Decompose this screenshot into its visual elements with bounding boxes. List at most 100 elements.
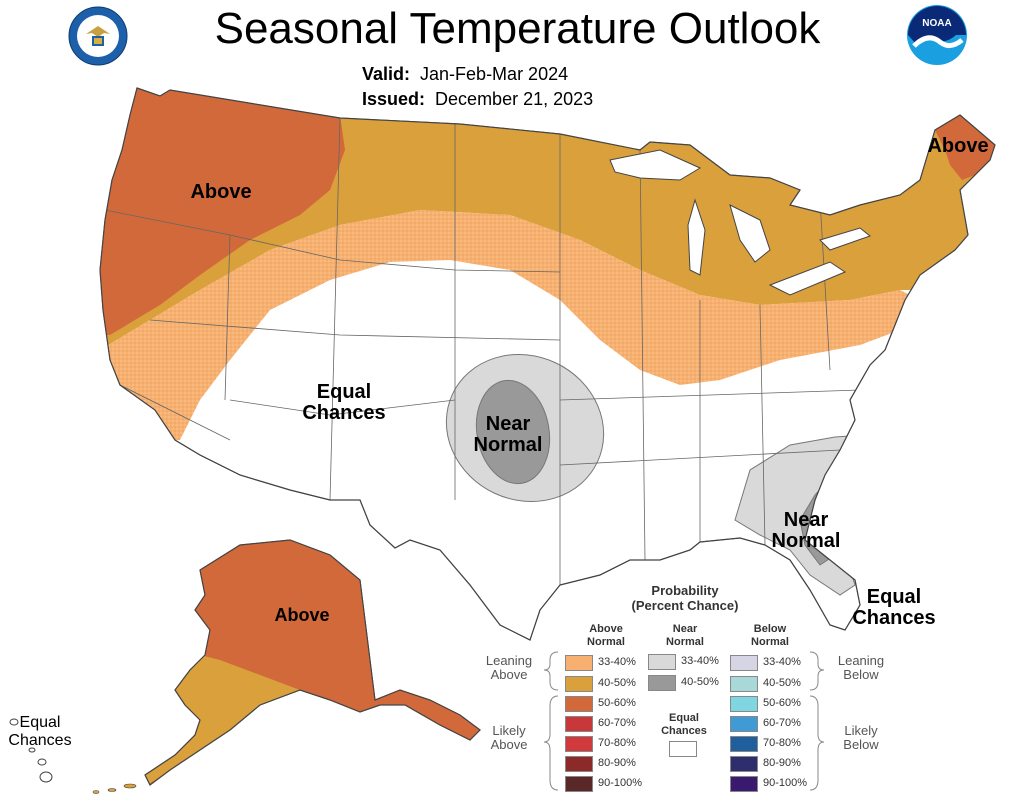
legend-title: Probability (Percent Chance) [590,583,780,614]
legend-likely-above-line1: Likely [492,723,526,738]
label-equal-chances-west-line2: Chances [302,402,386,424]
legend-swatch-near-40-50 [648,675,676,691]
great-lakes [609,149,872,296]
legend-likely-below: Likely Below [826,723,896,753]
valid-label: Valid: [362,64,411,84]
legend-above-40-50-label: 40-50% [598,677,636,689]
issued-label: Issued: [362,89,426,109]
legend-below-80-90-label: 80-90% [763,757,801,769]
label-equal-chances-florida-line1: Equal [866,586,922,608]
legend-swatch-below-50-60 [730,696,758,712]
legend-likely-above-line2: Above [490,737,528,753]
issued-line: Issued: December 21, 2023 [362,89,593,110]
legend-below-60-70-label: 60-70% [763,717,801,729]
valid-value: Jan-Feb-Mar 2024 [420,64,569,84]
legend-above-50-60-label: 50-60% [598,697,636,709]
label-equal-chances-hawaii-line2: Chances [8,731,72,749]
legend-swatch-below-90-100 [730,776,758,792]
near-normal-plains-40-50 [475,379,551,485]
legend-above-60-70-label: 60-70% [598,717,636,729]
legend-equal-chances: Equal Chances [652,712,716,737]
legend-below-40-50-label: 40-50% [763,677,801,689]
commerce-seal-icon [68,6,128,66]
legend-likely-below-line2: Below [843,737,879,753]
issued-value: December 21, 2023 [435,89,594,109]
legend-col-below-line1: Below [753,623,787,635]
label-near-normal-plains-line2: Normal [473,434,543,456]
legend-col-below: Below Normal [732,623,808,648]
legend-swatch-above-60-70 [565,716,593,732]
legend-leaning-above: Leaning Above [474,653,544,683]
legend-swatch-above-33-40 [565,655,593,671]
legend-leaning-above-line1: Leaning [485,653,533,668]
legend-above-33-40-label: 33-40% [598,656,636,668]
legend-leaning-above-line2: Above [490,667,528,683]
legend-swatch-above-70-80 [565,736,593,752]
legend-above-90-100-label: 90-100% [598,777,643,789]
above-50-60-west-region [100,88,345,335]
label-equal-chances-hawaii-line1: Equal [19,714,61,731]
legend-title-line1: Probability [651,583,719,598]
legend-col-near-line2: Normal [666,635,704,648]
legend-likely-above: Likely Above [474,723,544,753]
legend-col-near: Near Normal [650,623,720,648]
label-near-normal-plains-line1: Near [485,413,531,435]
alaska-40-50-region [145,640,330,785]
legend-swatch-equal-chances [669,741,697,757]
legend-above-70-80-label: 70-80% [598,737,636,749]
above-50-60-maine-region [935,115,995,180]
noaa-logo-icon: NOAA [907,5,967,65]
legend-swatch-below-40-50 [730,676,758,692]
legend-col-below-line2: Normal [751,635,789,648]
legend-leaning-below-line1: Leaning [837,653,885,668]
legend-leaning-below: Leaning Below [826,653,896,683]
legend-swatch-above-40-50 [565,676,593,692]
legend-col-above: Above Normal [568,623,644,648]
legend-swatch-below-33-40 [730,655,758,671]
label-above-west: Above [190,181,252,203]
label-equal-chances-florida-line2: Chances [852,607,936,629]
legend-equal-chances-line2: Chances [661,724,707,737]
valid-line: Valid: Jan-Feb-Mar 2024 [362,64,568,85]
hawaii-islands [9,718,53,783]
legend-col-above-line1: Above [589,623,623,635]
legend-above-80-90-label: 80-90% [598,757,636,769]
legend-swatch-below-60-70 [730,716,758,732]
label-near-normal-southeast-line2: Normal [771,530,841,552]
label-equal-chances-west: Equal Chances [282,382,406,424]
legend-swatch-below-80-90 [730,756,758,772]
legend-swatch-above-80-90 [565,756,593,772]
legend-below-50-60-label: 50-60% [763,697,801,709]
legend-swatch-below-70-80 [730,736,758,752]
legend-col-near-line1: Near [672,623,698,635]
state-boundaries [104,117,861,585]
label-equal-chances-west-line1: Equal [316,381,372,403]
legend-right-braces [809,651,825,791]
legend-near-40-50-label: 40-50% [681,676,719,688]
label-near-normal-southeast-line1: Near [783,509,829,531]
label-near-normal-plains: Near Normal [458,414,558,456]
alaska-shading [145,540,480,785]
legend-below-33-40-label: 33-40% [763,656,801,668]
legend-likely-below-line1: Likely [844,723,878,738]
legend-below-90-100-label: 90-100% [763,777,808,789]
legend-left-braces [543,651,559,791]
legend-swatch-above-90-100 [565,776,593,792]
above-33-40-region [100,210,920,440]
label-near-normal-southeast: Near Normal [756,510,856,552]
map-title: Seasonal Temperature Outlook [214,4,821,53]
legend-swatch-above-50-60 [565,696,593,712]
label-equal-chances-hawaii: Equal Chances [0,714,80,749]
legend-col-above-line2: Normal [587,635,625,648]
legend-near-33-40-label: 33-40% [681,655,719,667]
noaa-logo-text: NOAA [922,18,951,29]
label-above-alaska: Above [274,605,330,625]
label-above-northeast: Above [927,135,989,157]
legend-title-line2: (Percent Chance) [631,597,739,613]
legend-swatch-near-33-40 [648,654,676,670]
label-equal-chances-florida: Equal Chances [836,587,952,629]
legend-equal-chances-line1: Equal [669,712,699,724]
legend-below-70-80-label: 70-80% [763,737,801,749]
legend-leaning-below-line2: Below [843,667,879,683]
